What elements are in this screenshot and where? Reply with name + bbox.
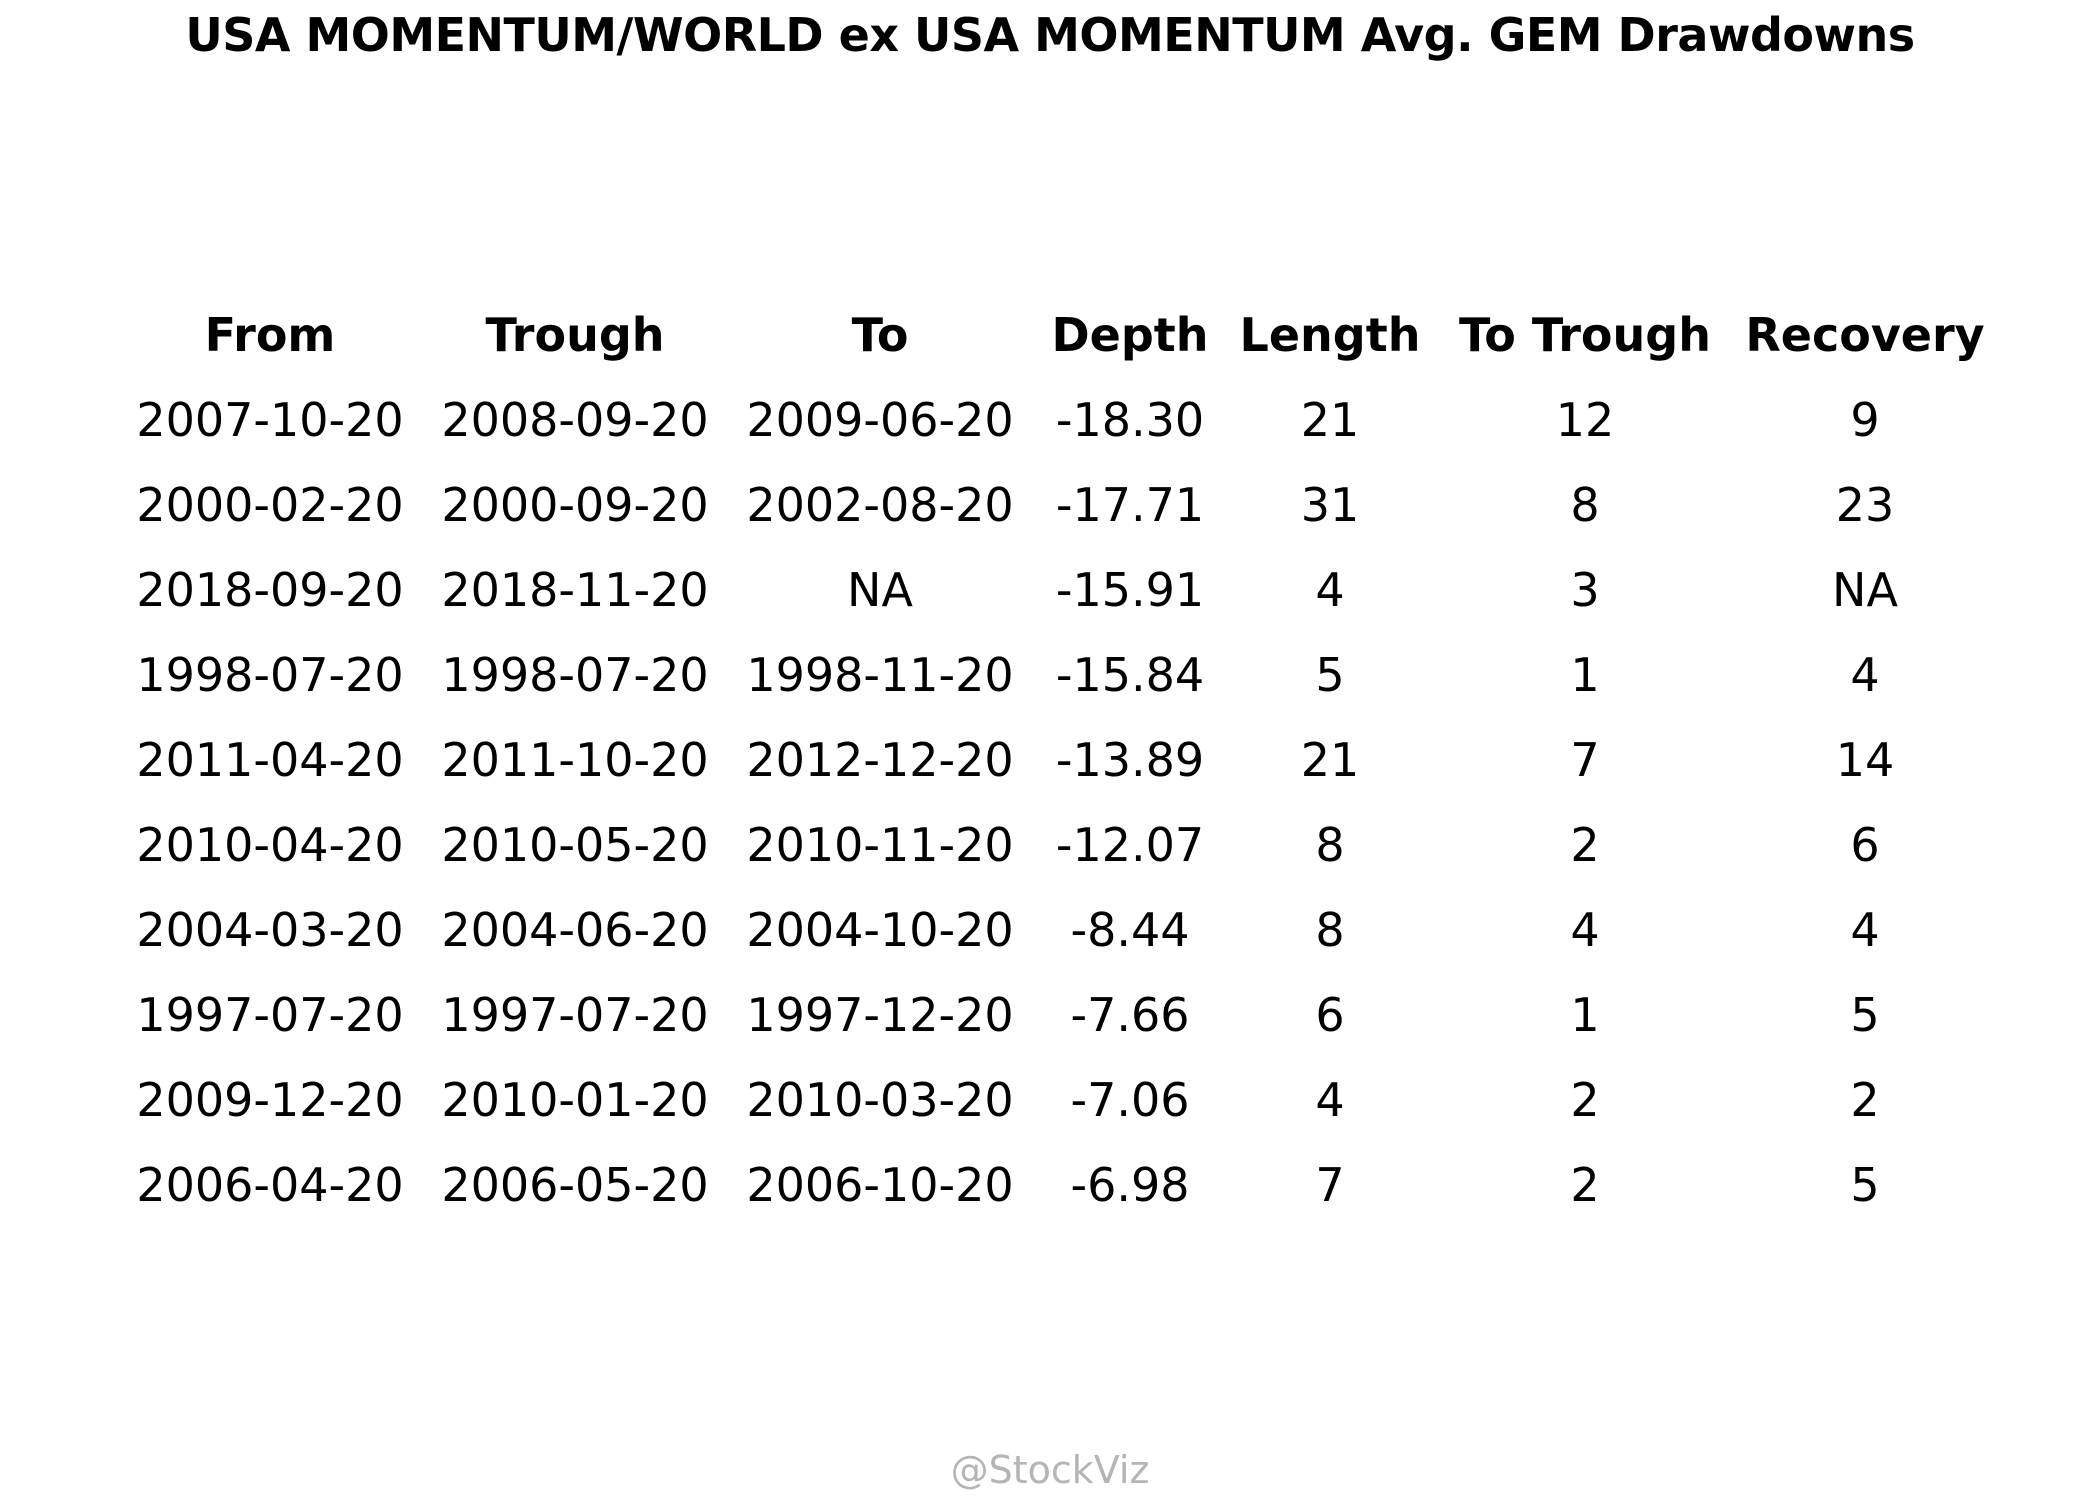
table-cell: -18.30 xyxy=(1055,393,1205,447)
table-cell: 2018-11-20 xyxy=(441,563,709,617)
watermark: @StockViz xyxy=(950,1448,1150,1492)
table-cell: -15.84 xyxy=(1055,648,1205,702)
column-header: To Trough xyxy=(1459,308,1711,362)
table-cell: 9 xyxy=(1850,393,1880,447)
table-cell: 4 xyxy=(1850,648,1880,702)
table-cell: 31 xyxy=(1300,478,1360,532)
table-cell: 2000-02-20 xyxy=(136,478,404,532)
table-cell: 4 xyxy=(1315,1073,1345,1127)
table-cell: 2002-08-20 xyxy=(746,478,1014,532)
table-cell: 5 xyxy=(1850,988,1880,1042)
table-cell: 8 xyxy=(1315,903,1345,957)
table-cell: 2006-10-20 xyxy=(746,1158,1014,1212)
table-cell: NA xyxy=(847,563,913,617)
column-header: Length xyxy=(1239,308,1421,362)
table-cell: 2000-09-20 xyxy=(441,478,709,532)
table-cell: 2006-04-20 xyxy=(136,1158,404,1212)
table-cell: 5 xyxy=(1850,1158,1880,1212)
table-cell: 1 xyxy=(1570,648,1600,702)
table-cell: 2006-05-20 xyxy=(441,1158,709,1212)
table-cell: 2010-04-20 xyxy=(136,818,404,872)
column-header: Depth xyxy=(1051,308,1209,362)
table-cell: -6.98 xyxy=(1070,1158,1190,1212)
table-cell: 2 xyxy=(1850,1073,1880,1127)
column-header: Recovery xyxy=(1745,308,1985,362)
table-cell: 7 xyxy=(1570,733,1600,787)
table-cell: -17.71 xyxy=(1055,478,1205,532)
table-title: USA MOMENTUM/WORLD ex USA MOMENTUM Avg. … xyxy=(185,8,1915,62)
table-cell: 6 xyxy=(1315,988,1345,1042)
table-cell: 5 xyxy=(1315,648,1345,702)
table-cell: -13.89 xyxy=(1055,733,1205,787)
table-cell: 2004-03-20 xyxy=(136,903,404,957)
table-cell: 2 xyxy=(1570,1158,1600,1212)
table-cell: 1 xyxy=(1570,988,1600,1042)
table-cell: -12.07 xyxy=(1055,818,1205,872)
column-header: To xyxy=(851,308,909,362)
table-cell: 1998-07-20 xyxy=(441,648,709,702)
table-cell: 12 xyxy=(1555,393,1615,447)
table-cell: 2008-09-20 xyxy=(441,393,709,447)
column-header: Trough xyxy=(485,308,665,362)
table-cell: 6 xyxy=(1850,818,1880,872)
table-cell: 2007-10-20 xyxy=(136,393,404,447)
table-cell: 1998-11-20 xyxy=(746,648,1014,702)
table-cell: 4 xyxy=(1570,903,1600,957)
table-cell: 1997-07-20 xyxy=(136,988,404,1042)
table-cell: -7.66 xyxy=(1070,988,1190,1042)
table-cell: 4 xyxy=(1315,563,1345,617)
table-cell: 7 xyxy=(1315,1158,1345,1212)
table-cell: 1997-07-20 xyxy=(441,988,709,1042)
table-cell: 1997-12-20 xyxy=(746,988,1014,1042)
table-cell: 3 xyxy=(1570,563,1600,617)
table-cell: -8.44 xyxy=(1070,903,1190,957)
table-cell: 2 xyxy=(1570,818,1600,872)
table-cell: -7.06 xyxy=(1070,1073,1190,1127)
table-cell: 14 xyxy=(1835,733,1895,787)
table-cell: 2 xyxy=(1570,1073,1600,1127)
table-cell: 21 xyxy=(1300,393,1360,447)
table-cell: 2011-10-20 xyxy=(441,733,709,787)
table-cell: 23 xyxy=(1835,478,1895,532)
table-cell: 2004-06-20 xyxy=(441,903,709,957)
table-cell: 2010-03-20 xyxy=(746,1073,1014,1127)
table-cell: 21 xyxy=(1300,733,1360,787)
table-cell: 8 xyxy=(1315,818,1345,872)
table-cell: -15.91 xyxy=(1055,563,1205,617)
table-cell: 1998-07-20 xyxy=(136,648,404,702)
table-cell: 2004-10-20 xyxy=(746,903,1014,957)
table-cell: 2009-12-20 xyxy=(136,1073,404,1127)
table-cell: NA xyxy=(1832,563,1898,617)
table-cell: 2011-04-20 xyxy=(136,733,404,787)
table-cell: 2010-11-20 xyxy=(746,818,1014,872)
table-cell: 2010-01-20 xyxy=(441,1073,709,1127)
column-header: From xyxy=(204,308,336,362)
table-cell: 2010-05-20 xyxy=(441,818,709,872)
table-cell: 2009-06-20 xyxy=(746,393,1014,447)
table-cell: 8 xyxy=(1570,478,1600,532)
table-cell: 2012-12-20 xyxy=(746,733,1014,787)
table-cell: 4 xyxy=(1850,903,1880,957)
table-cell: 2018-09-20 xyxy=(136,563,404,617)
